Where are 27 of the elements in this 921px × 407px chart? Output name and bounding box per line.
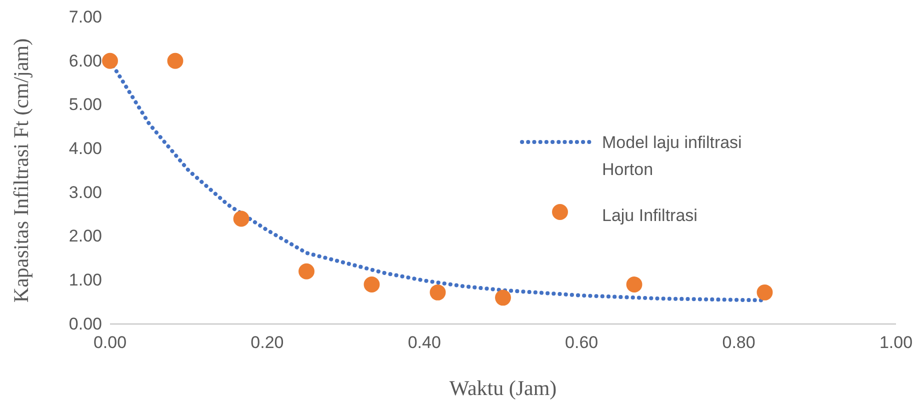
point [233,210,250,227]
point [495,290,511,306]
x-tick-label: 0.60 [565,333,598,352]
x-tick-label: 0.00 [93,333,127,352]
x-axis-title: Waktu (Jam) [449,376,557,400]
point [298,263,314,280]
point [364,276,380,292]
y-tick-label: 1.00 [68,270,102,290]
x-tick-label: 0.40 [408,333,441,352]
y-tick-label: 2.00 [68,226,102,246]
point [430,284,446,300]
x-tick-label: 0.20 [250,333,284,352]
legend-label: Model laju infiltrasi Horton [602,133,742,179]
legend-label: Laju Infiltrasi [602,206,698,225]
point [102,52,118,69]
y-tick-label: 5.00 [68,95,102,114]
y-tick-label: 7.00 [68,7,102,26]
y-tick-label: 0.00 [68,314,102,334]
y-tick-label: 3.00 [68,182,102,202]
point [756,284,773,300]
point [167,52,184,69]
x-tick-label: 0.80 [722,333,756,352]
y-tick-label: 6.00 [68,51,102,70]
point [626,276,642,292]
x-tick-label: 1.00 [879,333,913,352]
y-axis-title: Kapasitas Infiltrasi Ft (cm/jam) [9,38,33,303]
y-tick-label: 4.00 [68,139,102,158]
